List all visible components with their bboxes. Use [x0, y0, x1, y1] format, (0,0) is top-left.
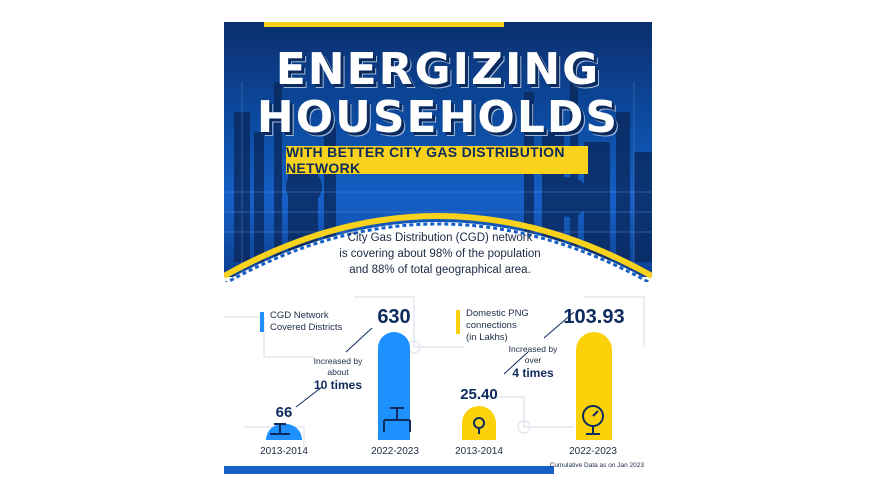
value-label-25-40: 25.40 — [460, 386, 498, 403]
legend-line-1: Domestic PNG — [466, 308, 529, 319]
subtitle-text: WITH BETTER CITY GAS DISTRIBUTION NETWOR… — [286, 144, 565, 176]
bar-districts-2022-2023 — [378, 332, 410, 440]
footnote: Cumulative Data as on Jan 2023 — [549, 462, 644, 469]
legend-line-2: connections — [466, 320, 517, 331]
annotation-emphasis: 4 times — [512, 366, 554, 380]
hero-banner: ENERGIZING HOUSEHOLDS WITH BETTER CITY G… — [224, 22, 652, 277]
intro-line-3: and 88% of total geographical area. — [349, 264, 531, 276]
legend-line-1: CGD Network — [270, 310, 329, 321]
legend-line-2: Covered Districts — [270, 322, 343, 333]
annotation-emphasis: 10 times — [313, 378, 363, 392]
legend-line-3: (in Lakhs) — [466, 332, 508, 343]
pipeline-background-pattern — [224, 296, 645, 447]
value-label-630: 630 — [377, 306, 411, 328]
value-label-103-93: 103.93 — [563, 306, 625, 328]
increase-annotation-districts: Increased by about 10 times — [304, 356, 372, 392]
legend-swatch-yellow — [456, 310, 460, 334]
headline-line-1: ENERGIZING — [275, 44, 601, 95]
annotation-line-1: Increased by — [508, 344, 558, 354]
bottom-accent-strip — [224, 466, 554, 474]
category-label-2013-2014: 2013-2014 — [260, 446, 308, 457]
bar-png-2022-2023 — [576, 332, 612, 440]
legend-text: CGD Network Covered Districts — [270, 310, 342, 334]
annotation-line-2: about — [327, 367, 349, 377]
category-label-2022-2023: 2022-2023 — [371, 446, 419, 457]
annotation-line-2: over — [524, 355, 542, 365]
legend-cgd-districts: CGD Network Covered Districts — [260, 310, 350, 336]
annotation-line-1: Increased by — [313, 356, 363, 366]
increase-annotation-png: Increased by over 4 times — [500, 344, 566, 380]
legend-swatch-blue — [260, 312, 264, 332]
subtitle-banner: WITH BETTER CITY GAS DISTRIBUTION NETWOR… — [286, 144, 588, 176]
category-label-2022-2023: 2022-2023 — [569, 446, 617, 457]
intro-line-1: City Gas Distribution (CGD) network — [347, 232, 533, 244]
curved-divider — [224, 213, 652, 282]
headline-line-2: HOUSEHOLDS — [256, 92, 620, 143]
intro-paragraph: City Gas Distribution (CGD) network is c… — [328, 230, 552, 278]
infographic-poster: ENERGIZING HOUSEHOLDS WITH BETTER CITY G… — [224, 22, 652, 474]
legend-text: Domestic PNG connections (in Lakhs) — [466, 308, 529, 344]
value-label-66: 66 — [275, 404, 293, 421]
category-label-2013-2014: 2013-2014 — [455, 446, 503, 457]
top-accent-line — [264, 22, 504, 27]
legend-png-connections: Domestic PNG connections (in Lakhs) — [456, 308, 566, 348]
intro-line-2: is covering about 98% of the population — [339, 248, 541, 260]
bar-png-2013-2014 — [462, 406, 496, 440]
